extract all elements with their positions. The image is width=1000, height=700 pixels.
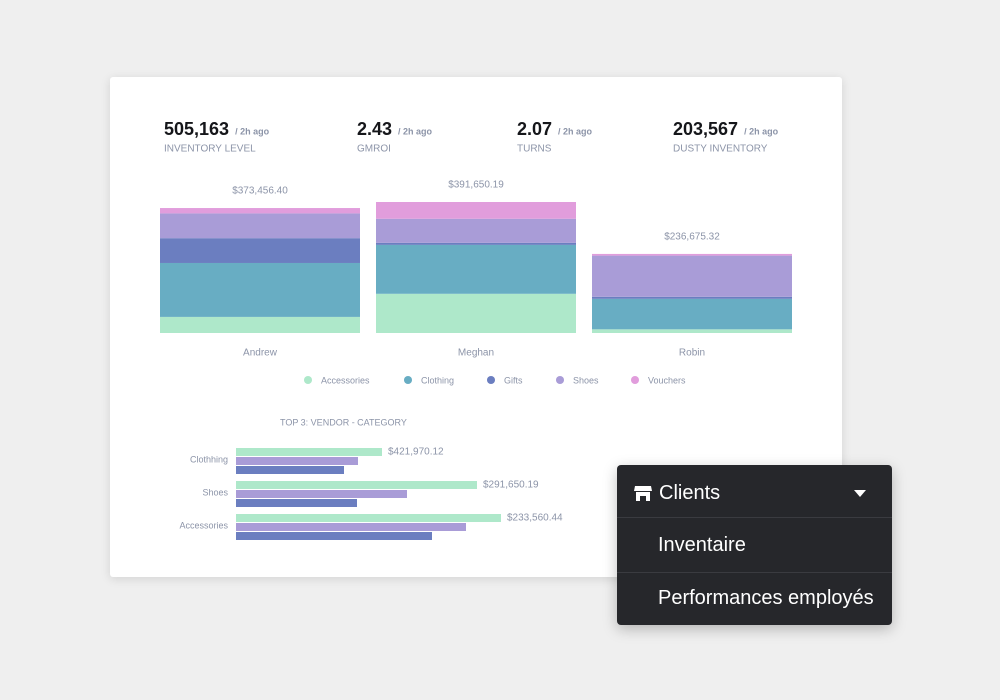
kpi-value: 2.43 (357, 119, 392, 139)
bar-segment (376, 242, 576, 245)
legend-dot (404, 376, 412, 384)
legend-dot (556, 376, 564, 384)
legend-dot (631, 376, 639, 384)
caret (854, 490, 866, 497)
kpi-label: TURNS (517, 144, 552, 155)
kpi-value: 505,163 (164, 119, 229, 139)
bar-segment (592, 296, 792, 299)
bar-label: $291,650.19 (483, 480, 539, 491)
bar-label: $233,560.44 (507, 513, 563, 524)
kpi-label: DUSTY INVENTORY (673, 144, 768, 155)
bar-segment (160, 316, 360, 333)
legend-label: Clothing (421, 375, 454, 385)
bar (236, 490, 407, 498)
menu-header[interactable]: Clients (617, 465, 892, 517)
bar-total-label: $373,456.40 (232, 186, 288, 197)
bar-total-label: $236,675.32 (664, 232, 720, 243)
menu-item-label: Inventaire (658, 534, 746, 556)
bar-segment (592, 329, 792, 333)
kpi-value: 2.07 (517, 119, 552, 139)
bar-segment (376, 293, 576, 333)
bar (236, 532, 432, 540)
dropdown-menu: Clients Inventaire Performances employés (617, 465, 892, 625)
bar (236, 499, 357, 507)
bar (236, 448, 382, 456)
menu-item[interactable]: Inventaire (617, 517, 892, 572)
bar-segment (592, 298, 792, 330)
bar-segment (592, 255, 792, 297)
bar-segment (376, 202, 576, 219)
legend-label: Gifts (504, 375, 523, 385)
y-tick-label: Accessories (179, 520, 228, 530)
bar (236, 514, 501, 522)
kpi-note: / 2h ago (235, 126, 270, 136)
bar-segment (376, 244, 576, 294)
bar-total-label: $391,650.19 (448, 180, 504, 191)
menu-header-label: Clients (659, 482, 721, 504)
kpi-value: 203,567 (673, 119, 738, 139)
bar-segment (160, 213, 360, 239)
y-tick-label: Clothhing (190, 454, 228, 464)
y-tick-label: Shoes (202, 487, 228, 497)
bar-segment (376, 218, 576, 243)
kpi-note: / 2h ago (558, 126, 593, 136)
legend-dot (304, 376, 312, 384)
menu-item[interactable]: Performances employés (617, 572, 892, 626)
chart-title: TOP 3: VENDOR - CATEGORY (280, 417, 407, 427)
x-tick-label: Andrew (243, 348, 278, 359)
bar-segment (592, 253, 792, 256)
kpi-note: / 2h ago (398, 126, 433, 136)
kpi-label: INVENTORY LEVEL (164, 144, 256, 155)
bar (236, 466, 344, 474)
x-tick-label: Robin (679, 348, 705, 359)
bar-segment (160, 238, 360, 263)
legend-dot (487, 376, 495, 384)
legend-label: Vouchers (648, 375, 686, 385)
bar (236, 523, 466, 531)
bar-segment (160, 208, 360, 214)
kpi-label: GMROI (357, 144, 391, 155)
menu-item-label: Performances employés (658, 587, 874, 609)
legend-label: Shoes (573, 375, 599, 385)
bar-label: $421,970.12 (388, 447, 444, 458)
bar-segment (160, 262, 360, 317)
bar (236, 457, 358, 465)
kpi-note: / 2h ago (744, 126, 779, 136)
bar (236, 481, 477, 489)
store-icon (634, 486, 652, 501)
legend-label: Accessories (321, 375, 370, 385)
x-tick-label: Meghan (458, 348, 494, 359)
